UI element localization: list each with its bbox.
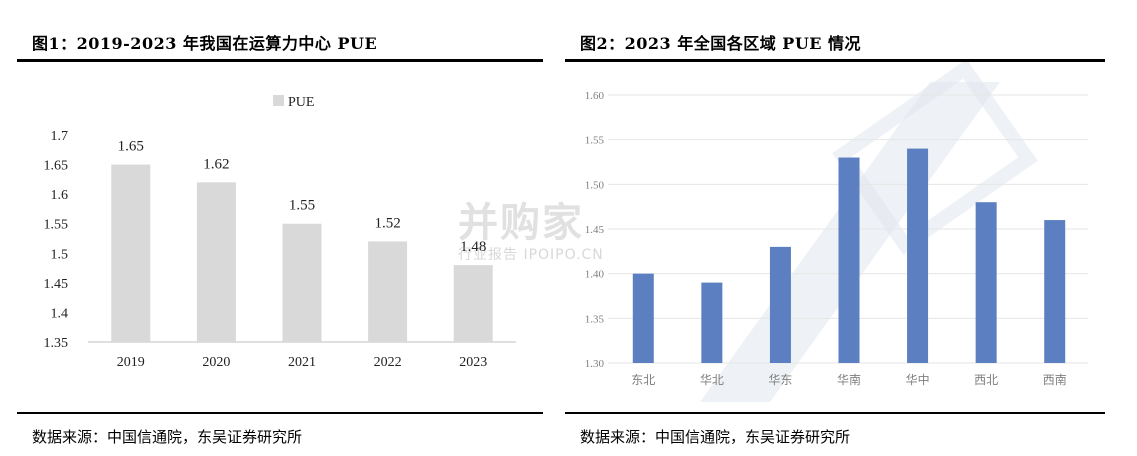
x-tick-label: 2023 (459, 355, 487, 370)
data-label: 1.52 (374, 215, 400, 231)
right-top-rule (565, 59, 1105, 62)
y-tick-label: 1.40 (585, 269, 605, 281)
data-label: 1.65 (118, 139, 144, 155)
y-tick-label: 1.45 (585, 224, 605, 236)
x-tick-label: 华中 (906, 372, 930, 387)
data-label: 1.48 (460, 239, 486, 255)
x-tick-label: 2020 (202, 355, 230, 370)
x-tick-label: 2021 (288, 355, 316, 370)
bar (196, 182, 236, 342)
y-tick-label: 1.30 (585, 358, 605, 370)
y-tick-label: 1.45 (44, 277, 69, 292)
bar (282, 223, 322, 342)
left-chart-title: 图1：2019-2023 年我国在运算力中心 PUE (32, 34, 378, 53)
bar (453, 265, 493, 342)
pue-yearly-bar-chart: 1.35 1.4 1.45 1.5 1.55 1.6 1.65 1.7 PUE 1.65 2019 1… (44, 95, 516, 370)
right-chart-title: 图2：2023 年全国各区域 PUE 情况 (580, 34, 862, 53)
right-panel: 图2：2023 年全国各区域 PUE 情况 1.30 1.35 1.40 1.45 1.… (560, 0, 1137, 456)
y-tick-label: 1.5 (51, 247, 69, 262)
y-tick-label: 1.60 (585, 90, 605, 102)
y-tick-label: 1.65 (44, 159, 69, 174)
x-tick-label: 东北 (631, 373, 655, 387)
y-tick-label: 1.35 (44, 336, 69, 351)
x-tick-label: 2019 (117, 355, 145, 370)
left-panel: 图1：2019-2023 年我国在运算力中心 PUE 1.35 1.4 1.45 1.… (0, 0, 560, 456)
bar (701, 282, 723, 363)
bar (975, 202, 997, 363)
bar (632, 273, 654, 363)
bar (1044, 220, 1066, 363)
left-source-note: 数据来源：中国信通院，东吴证券研究所 (32, 428, 303, 446)
watermark-frame (832, 62, 1038, 255)
left-bottom-rule (17, 412, 543, 414)
legend-label: PUE (288, 95, 314, 110)
bar (907, 148, 929, 363)
x-tick-label: 华南 (837, 372, 861, 387)
y-tick-label: 1.55 (585, 135, 605, 147)
pue-region-bar-chart: 1.30 1.35 1.40 1.45 1.50 1.55 1.60 东北 华北 华东 华南 华中 西北… (585, 62, 1088, 402)
y-tick-label: 1.6 (51, 188, 69, 203)
x-tick-label: 华北 (700, 373, 724, 387)
right-bottom-rule (565, 412, 1105, 414)
bar (769, 246, 791, 363)
x-tick-label: 西北 (974, 373, 998, 387)
y-tick-label: 1.50 (585, 179, 605, 191)
right-source-note: 数据来源：中国信通院，东吴证券研究所 (580, 428, 851, 446)
y-tick-label: 1.55 (44, 218, 69, 233)
y-tick-label: 1.7 (51, 129, 69, 144)
left-top-rule (17, 59, 543, 62)
data-label: 1.62 (203, 156, 229, 172)
bar (111, 164, 151, 342)
x-tick-label: 西南 (1043, 372, 1067, 387)
y-tick-label: 1.35 (585, 313, 605, 325)
x-tick-label: 2022 (374, 355, 402, 370)
x-tick-label: 华东 (768, 373, 792, 387)
legend-swatch (273, 95, 284, 106)
bar (838, 157, 860, 363)
data-label: 1.55 (289, 198, 315, 214)
y-tick-label: 1.4 (51, 306, 69, 321)
bar (368, 241, 408, 342)
